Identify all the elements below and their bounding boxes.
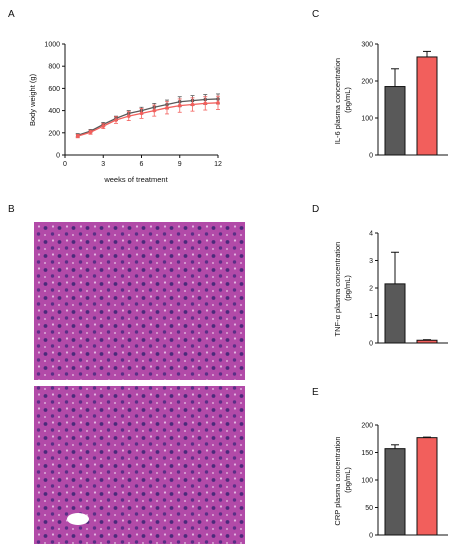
chart-a-ytick-label: 0	[56, 153, 60, 160]
chart-a-ytick-label: 1000	[44, 42, 60, 49]
chart-d: 0 1 2 3 4 TNF-α plasma concentration (pg/mL)	[333, 231, 448, 348]
chart-a-ytick-label: 600	[48, 86, 60, 93]
chart-e-bar-2	[416, 437, 438, 536]
chart-d-axes: 0 1 2 3 4	[369, 231, 448, 348]
chart-d-ylabel-line1: TNF-α plasma concentration	[333, 242, 342, 337]
panel-letter-d: D	[312, 204, 319, 215]
chart-a-point	[88, 130, 93, 135]
panel-letter-b: B	[8, 204, 15, 215]
chart-a-point	[203, 101, 208, 106]
histology-panel	[34, 222, 245, 544]
chart-e-ylabel-line2: (pg/mL)	[343, 467, 352, 493]
chart-d-bar-2	[416, 339, 438, 344]
chart-c-bar-1	[384, 86, 406, 156]
chart-d-ytick-label: 2	[369, 286, 373, 293]
chart-a-xtick-label: 6	[140, 161, 144, 168]
chart-e-ytick-label: 0	[369, 533, 373, 540]
chart-a-point	[165, 106, 169, 110]
chart-e-ytick-label: 50	[365, 505, 373, 512]
chart-c-bar-2	[416, 56, 438, 156]
chart-a-point	[75, 134, 80, 138]
chart-a-ylabel: Body weight (g)	[28, 73, 37, 126]
chart-a-ytick-label: 200	[48, 130, 60, 137]
chart-c-ytick-label: 300	[361, 42, 373, 49]
histology-image-bottom	[34, 386, 245, 544]
chart-a-point	[101, 124, 106, 128]
chart-c-ylabel-line2: (pg/mL)	[343, 87, 352, 113]
chart-c-ytick-label: 100	[361, 116, 373, 123]
chart-a-xtick-label: 3	[101, 161, 105, 168]
chart-c-ytick-label: 0	[369, 153, 373, 160]
chart-a-xtick-label: 9	[178, 161, 182, 168]
chart-e-ytick-label: 150	[361, 450, 373, 457]
chart-a-ytick-label: 800	[48, 64, 60, 71]
chart-a-marks	[75, 93, 220, 139]
chart-d-ytick-label: 4	[369, 231, 373, 238]
histology-image-top	[34, 222, 245, 380]
panel-letter-c: C	[312, 9, 319, 20]
chart-a-series-line-1	[77, 98, 219, 136]
chart-a-point	[177, 103, 182, 108]
panel-letter-a: A	[8, 9, 15, 20]
chart-a-point	[152, 108, 157, 113]
chart-e: 0 50 100 150 200 CRP plasma concentration (p…	[333, 423, 448, 540]
chart-c-ylabel-line1: IL-6 plasma concentration	[333, 58, 342, 144]
chart-a-ytick-label: 400	[48, 108, 60, 115]
chart-a: 0 200 400 600 800 1000 0 3 6 9 12 weeks of treatme…	[28, 42, 222, 185]
chart-e-ylabel: CRP plasma concentration (pg/mL)	[333, 434, 352, 525]
chart-a-xlabel: weeks of treatment	[103, 175, 168, 184]
chart-d-ylabel: TNF-α plasma concentration (pg/mL)	[333, 240, 352, 337]
chart-c-marks	[384, 50, 438, 156]
chart-a-point	[114, 118, 118, 122]
chart-a-point	[190, 102, 195, 107]
chart-d-ytick-label: 3	[369, 258, 373, 265]
chart-a-point	[216, 101, 220, 105]
chart-a-xtick-label: 12	[214, 161, 222, 168]
chart-e-ytick-label: 100	[361, 478, 373, 485]
chart-c: 0 100 200 300 IL-6 plasma concentration (pg…	[333, 42, 448, 160]
chart-d-bar-1	[384, 283, 406, 344]
chart-c-ylabel: IL-6 plasma concentration (pg/mL)	[333, 56, 352, 144]
chart-d-ylabel-line2: (pg/mL)	[343, 275, 352, 301]
chart-a-xtick-label: 0	[63, 161, 67, 168]
chart-c-ytick-label: 200	[361, 79, 373, 86]
chart-a-series-line-2	[77, 102, 219, 137]
panel-letter-e: E	[312, 387, 319, 398]
chart-d-marks	[384, 251, 438, 344]
chart-a-axes: 0 200 400 600 800 1000 0 3 6 9 12	[44, 42, 222, 169]
chart-e-bar-1	[384, 448, 406, 536]
chart-a-point	[126, 114, 131, 118]
chart-d-ytick-label: 1	[369, 313, 373, 320]
chart-d-ytick-label: 0	[369, 341, 373, 348]
chart-e-ylabel-line1: CRP plasma concentration	[333, 437, 342, 526]
histology-vessel	[67, 513, 89, 525]
chart-e-marks	[384, 436, 438, 536]
chart-a-point	[139, 111, 144, 116]
chart-e-ytick-label: 200	[361, 423, 373, 430]
